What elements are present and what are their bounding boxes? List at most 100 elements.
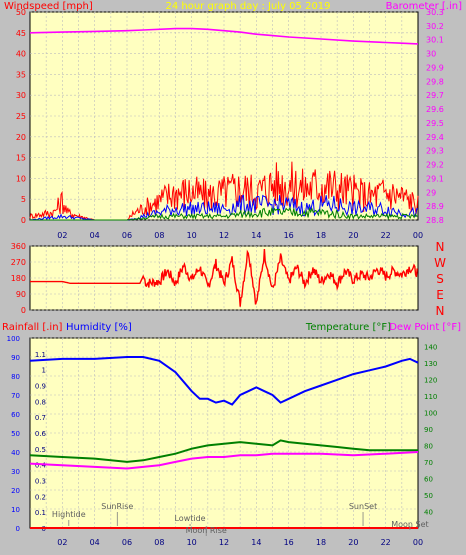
baro-y-right-tick-28.8: 28.8 xyxy=(426,216,444,225)
baro-y-right-tick-29.5: 29.5 xyxy=(426,119,444,128)
wind-x-tick-14: 14 xyxy=(251,231,261,240)
series-dew-point-line xyxy=(29,451,419,470)
wind-y-left-tick-15: 15 xyxy=(16,154,26,163)
direction-y-tick-360: 360 xyxy=(11,242,26,251)
humidity-y-tick-20: 20 xyxy=(11,487,20,495)
wind-y-left-tick-40: 40 xyxy=(16,50,26,59)
wind-y-left-tick-45: 45 xyxy=(16,29,26,38)
baro-y-right-tick-30: 30 xyxy=(426,50,436,59)
temperature-ylabel: Temperature [°F] xyxy=(305,322,391,333)
baro-y-right-tick-30.2: 30.2 xyxy=(426,22,444,31)
annotation-label-sunrise: SunRise xyxy=(101,502,133,511)
direction-y-tick-270: 270 xyxy=(11,258,26,267)
rain-y-tick-1.1: 1.1 xyxy=(35,351,46,359)
baro-y-right-tick-29.2: 29.2 xyxy=(426,161,444,170)
temp-y-right-tick-40: 40 xyxy=(424,508,433,516)
baro-y-right-tick-30.1: 30.1 xyxy=(426,36,444,45)
temp-y-right-tick-140: 140 xyxy=(424,343,437,351)
compass-label-2: S xyxy=(436,272,444,286)
wind-x-tick-16: 16 xyxy=(284,231,294,240)
temp-y-right-tick-100: 100 xyxy=(424,409,437,417)
wind-x-tick-18: 18 xyxy=(316,231,326,240)
series-temperature-line xyxy=(29,439,418,463)
humidity-y-tick-40: 40 xyxy=(11,449,20,457)
humidity-y-tick-60: 60 xyxy=(11,411,20,419)
direction-y-tick-0: 0 xyxy=(21,306,26,315)
temp-x-tick-14: 14 xyxy=(251,538,261,547)
humidity-y-tick-80: 80 xyxy=(11,373,20,381)
humidity-y-tick-90: 90 xyxy=(11,354,20,362)
humidity-y-tick-30: 30 xyxy=(11,468,20,476)
compass-label-1: W xyxy=(434,256,446,270)
annotation-label-moon-set: Moon Set xyxy=(391,520,428,529)
temp-y-right-tick-90: 90 xyxy=(424,426,433,434)
baro-y-right-tick-29.7: 29.7 xyxy=(426,91,444,100)
temp-x-tick-16: 16 xyxy=(284,538,294,547)
baro-y-right-tick-29: 29 xyxy=(426,188,436,197)
temp-x-tick-18: 18 xyxy=(316,538,326,547)
temp-y-right-tick-80: 80 xyxy=(424,442,433,450)
wind-chart-title: 24 hour graph day : July 05 2019 xyxy=(165,1,330,12)
baro-y-right-tick-28.9: 28.9 xyxy=(426,202,444,211)
temp-y-right-tick-130: 130 xyxy=(424,360,437,368)
annotation-label-moon-rise: Moon Rise xyxy=(186,526,227,535)
wind-y-left-tick-0: 0 xyxy=(21,216,26,225)
wind-y-left-tick-10: 10 xyxy=(16,174,26,183)
annotation-label-lowtide: Lowtide xyxy=(174,514,205,523)
baro-y-right-tick-29.1: 29.1 xyxy=(426,174,444,183)
temp-y-right-tick-120: 120 xyxy=(424,376,437,384)
rain-y-tick-1: 1 xyxy=(42,367,46,375)
baro-y-right-tick-29.9: 29.9 xyxy=(426,63,444,72)
humidity-y-tick-50: 50 xyxy=(11,430,20,438)
rain-ylabel: Rainfall [.in] xyxy=(2,322,63,333)
wind-y-left-tick-20: 20 xyxy=(16,133,26,142)
series-barometer-line xyxy=(29,27,419,45)
rain-y-tick-0.4: 0.4 xyxy=(35,462,47,470)
annotation-label-hightide: Hightide xyxy=(52,510,86,519)
annotation-label-sunset: SunSet xyxy=(349,502,377,511)
temp-x-tick-08: 08 xyxy=(154,538,164,547)
series-humidity-line xyxy=(29,356,419,406)
dewpoint-ylabel: Dew Point [°F] xyxy=(389,322,461,333)
temp-x-tick-00: 00 xyxy=(413,538,423,547)
wind-y-left-tick-50: 50 xyxy=(16,8,26,17)
wind-x-tick-08: 08 xyxy=(154,231,164,240)
wind-ylabel-left: Windspeed [mph] xyxy=(4,1,93,12)
direction-y-tick-180: 180 xyxy=(11,274,26,283)
baro-y-right-tick-29.3: 29.3 xyxy=(426,147,444,156)
humidity-y-tick-100: 100 xyxy=(7,335,20,343)
wind-x-tick-12: 12 xyxy=(219,231,229,240)
baro-ylabel-right: Barometer [.in] xyxy=(386,1,462,12)
rain-y-tick-0.5: 0.5 xyxy=(35,446,46,454)
series-windspeed-minimum-line xyxy=(30,206,419,221)
wind-x-tick-20: 20 xyxy=(348,231,358,240)
temp-x-tick-10: 10 xyxy=(187,538,197,547)
temp-x-tick-20: 20 xyxy=(348,538,358,547)
baro-y-right-tick-29.6: 29.6 xyxy=(426,105,444,114)
temp-y-right-tick-60: 60 xyxy=(424,475,433,483)
wind-x-tick-06: 06 xyxy=(122,231,132,240)
direction-y-tick-90: 90 xyxy=(16,290,26,299)
humidity-y-tick-0: 0 xyxy=(16,525,20,533)
compass-label-0: N xyxy=(436,240,445,254)
baro-y-right-tick-29.8: 29.8 xyxy=(426,77,444,86)
wind-x-tick-04: 04 xyxy=(90,231,100,240)
temp-x-tick-06: 06 xyxy=(122,538,132,547)
rain-y-tick-0.9: 0.9 xyxy=(35,383,46,391)
temp-y-right-tick-50: 50 xyxy=(424,492,433,500)
wind-x-tick-10: 10 xyxy=(187,231,197,240)
temp-x-tick-04: 04 xyxy=(90,538,100,547)
temp-x-tick-12: 12 xyxy=(219,538,229,547)
humidity-y-tick-10: 10 xyxy=(11,506,20,514)
rain-y-tick-0.7: 0.7 xyxy=(35,414,46,422)
baro-y-right-tick-29.4: 29.4 xyxy=(426,133,444,142)
humidity-y-tick-70: 70 xyxy=(11,392,20,400)
wind-y-left-tick-30: 30 xyxy=(16,91,26,100)
wind-y-left-tick-5: 5 xyxy=(21,195,26,204)
rain-y-tick-0.2: 0.2 xyxy=(35,493,46,501)
wind-x-tick-00: 00 xyxy=(413,231,423,240)
temp-y-right-tick-70: 70 xyxy=(424,459,433,467)
baro-y-right-tick-30.3: 30.3 xyxy=(426,8,444,17)
